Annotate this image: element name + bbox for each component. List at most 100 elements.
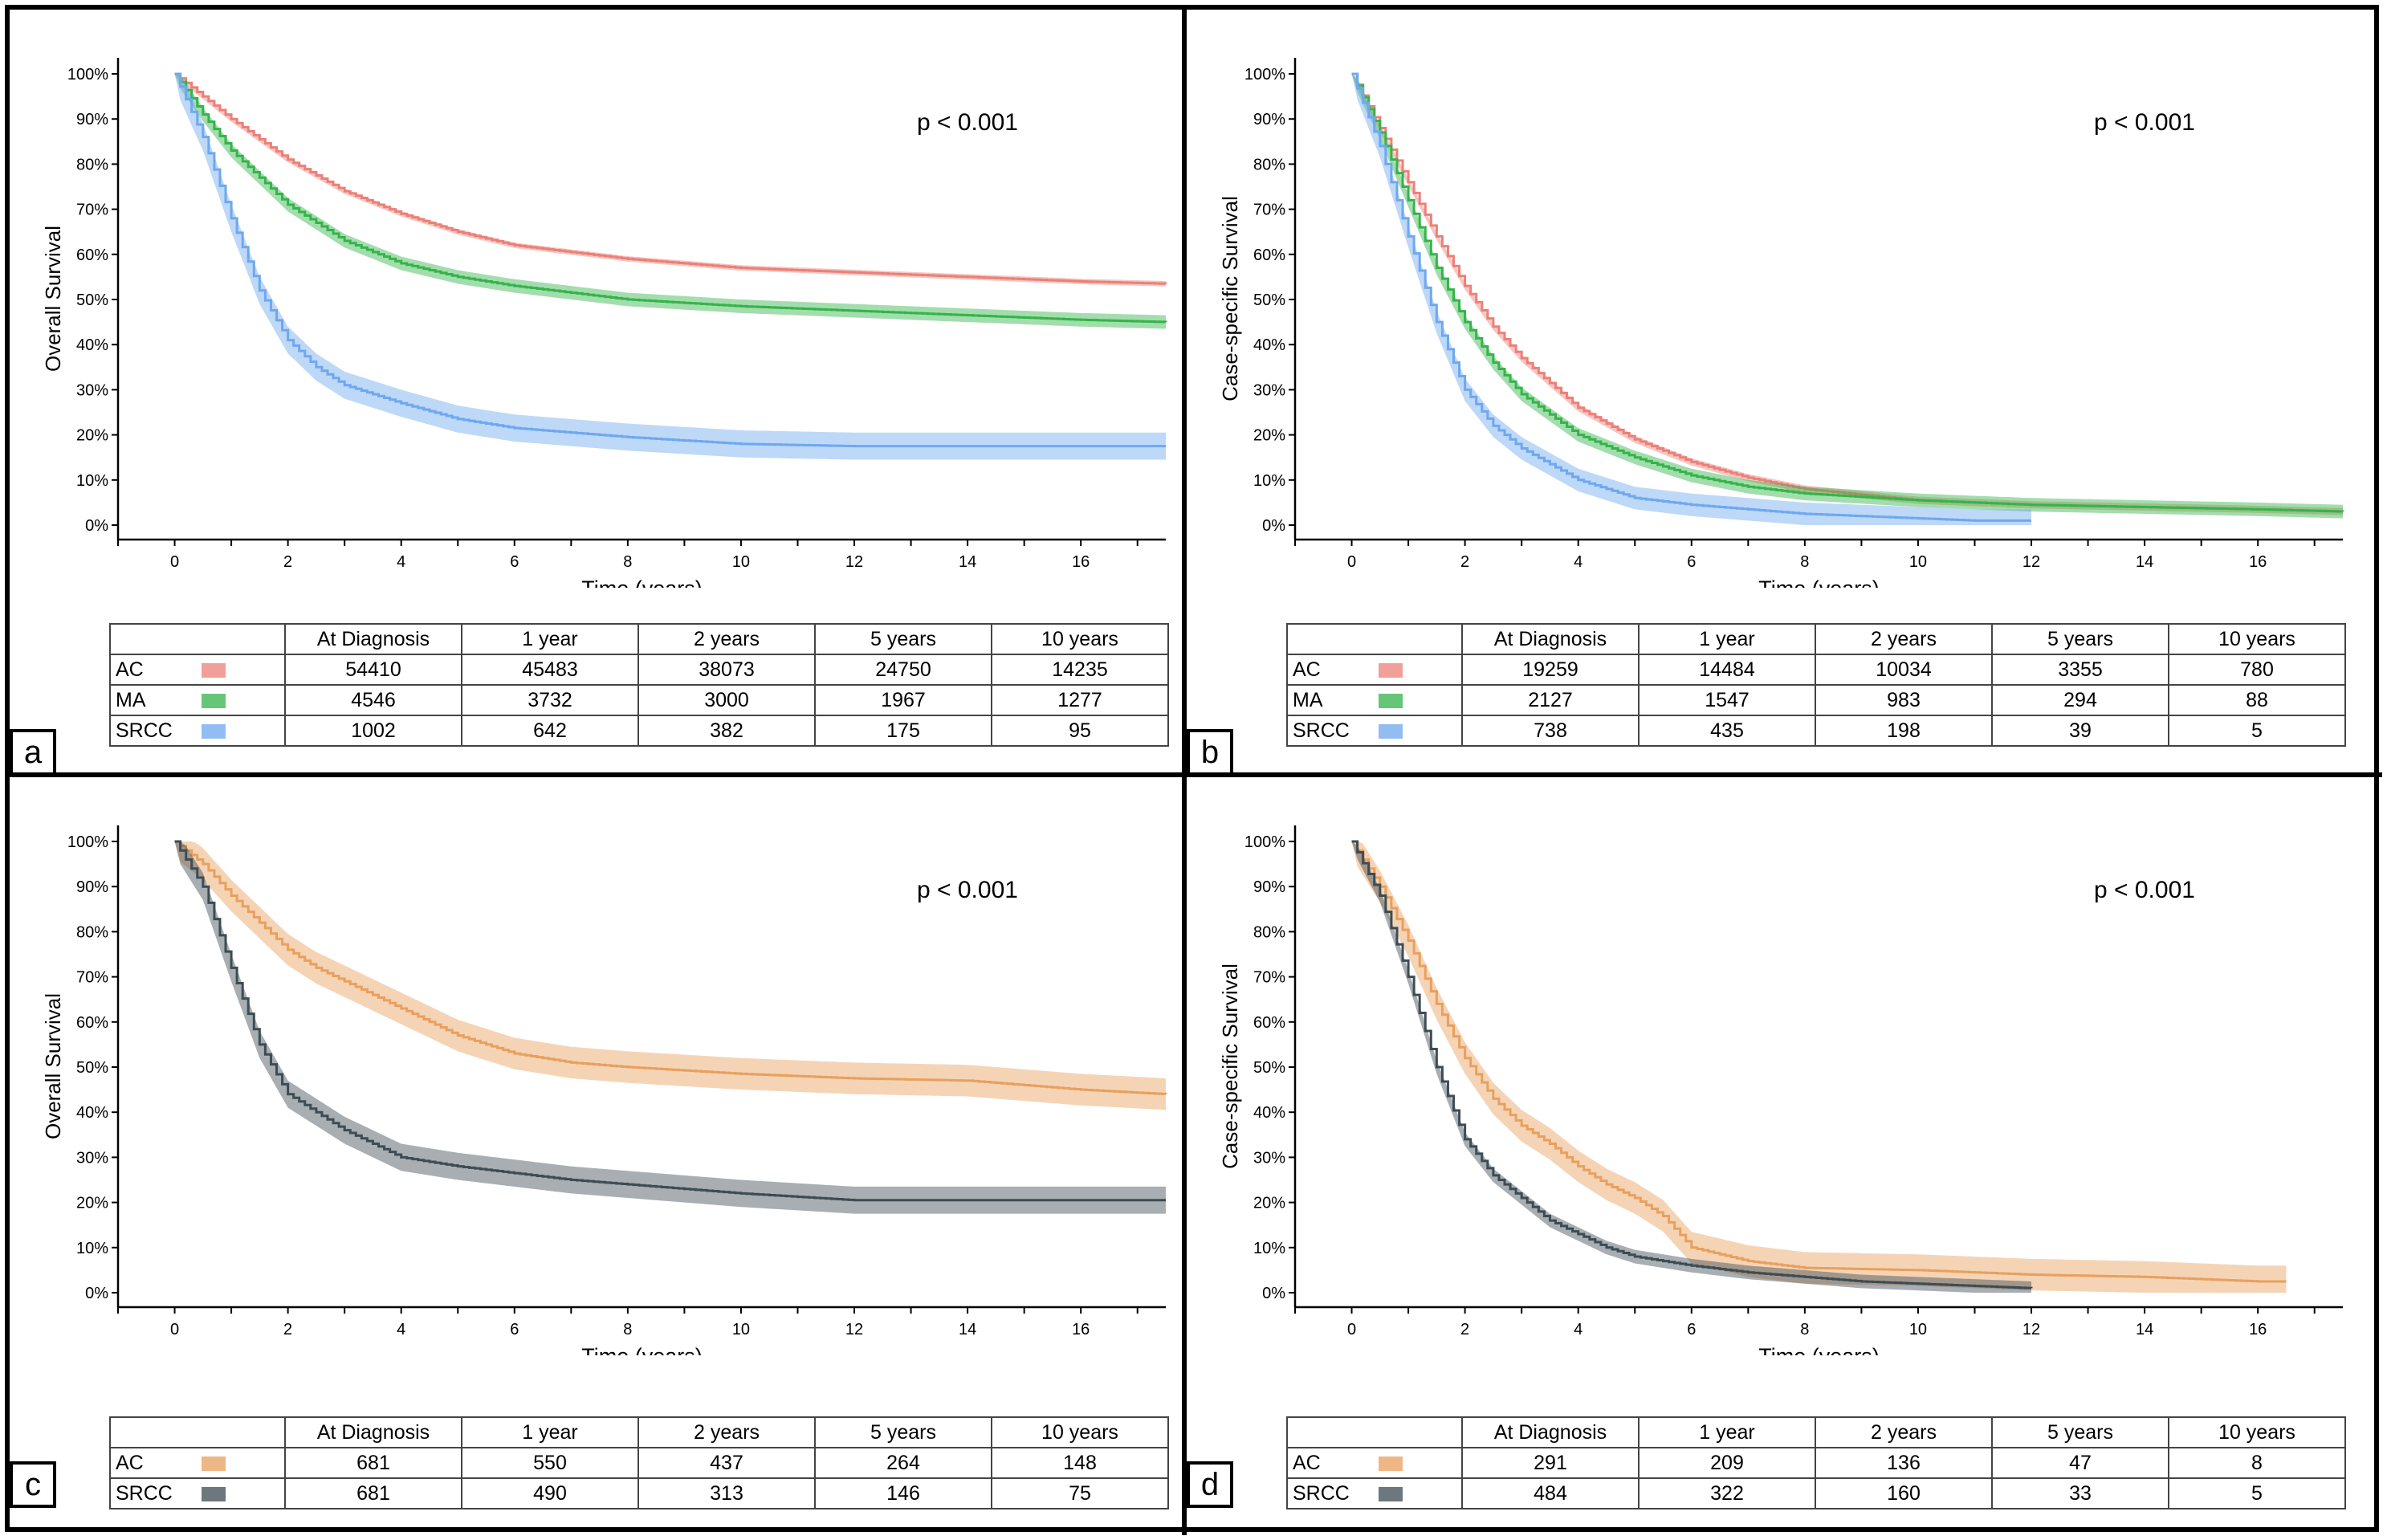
table-header: 5 years bbox=[1991, 623, 2169, 655]
x-tick-label: 2 bbox=[1460, 1321, 1469, 1338]
x-tick-label: 8 bbox=[1800, 553, 1809, 571]
x-tick-label: 10 bbox=[732, 1321, 750, 1338]
series-line-srcc bbox=[1351, 840, 2033, 1289]
series-line-ac bbox=[174, 72, 1167, 285]
series-line-ma bbox=[174, 72, 1167, 324]
y-tick-label: 80% bbox=[76, 923, 108, 941]
ci-band-srcc bbox=[1351, 841, 2032, 1293]
table-cell: 681 bbox=[284, 1477, 462, 1509]
legend-swatch bbox=[1379, 1456, 1403, 1471]
table-header: 1 year bbox=[461, 1416, 639, 1448]
y-tick-label: 40% bbox=[1253, 1104, 1285, 1122]
y-tick-label: 70% bbox=[1253, 969, 1285, 987]
y-tick-label: 10% bbox=[1253, 472, 1285, 490]
table-cell: 75 bbox=[991, 1477, 1169, 1509]
table-header: 10 years bbox=[991, 1416, 1169, 1448]
table-cell: 95 bbox=[991, 715, 1169, 747]
table-cell: 146 bbox=[814, 1477, 992, 1509]
legend-swatch bbox=[202, 723, 226, 739]
y-tick-label: 50% bbox=[1253, 1059, 1285, 1077]
table-cell: 291 bbox=[1461, 1447, 1640, 1479]
table-cell: 160 bbox=[1815, 1477, 1993, 1509]
at-risk-table: At Diagnosis 1 year 2 years 5 years 10 years… bbox=[1286, 1416, 2346, 1509]
x-tick-label: 4 bbox=[397, 553, 405, 571]
km-chart-d: 0% 10% 20% 30% 40% 50% 60% 70% 80% 90% 100% 0 2 4 6 8 10… bbox=[1218, 825, 2343, 1355]
table-cell: 24750 bbox=[814, 654, 992, 686]
y-tick-label: 20% bbox=[1253, 1195, 1285, 1212]
legend-swatch-cell bbox=[198, 715, 286, 747]
table-cell: 209 bbox=[1638, 1447, 1816, 1479]
legend-swatch-cell bbox=[1375, 684, 1463, 716]
row-group-name: AC bbox=[1286, 1447, 1375, 1479]
x-tick-label: 14 bbox=[959, 1321, 976, 1338]
y-axis-label: Overall Survival bbox=[41, 993, 65, 1139]
x-tick-label: 10 bbox=[1909, 1321, 1927, 1338]
table-header: 2 years bbox=[1815, 623, 1993, 655]
panel-label-d: d bbox=[1187, 1461, 1233, 1508]
y-tick-label: 30% bbox=[76, 381, 108, 399]
p-value-text: p < 0.001 bbox=[917, 877, 1018, 903]
table-cell: 780 bbox=[2168, 654, 2346, 686]
y-tick-label: 100% bbox=[67, 66, 108, 84]
y-tick-label: 60% bbox=[76, 246, 108, 264]
y-tick-label: 30% bbox=[1253, 1149, 1285, 1167]
legend-swatch bbox=[202, 1486, 226, 1501]
x-tick-label: 0 bbox=[170, 1321, 179, 1338]
y-tick-label: 90% bbox=[1253, 878, 1285, 896]
table-row: MA 4546 3732 3000 1967 1277 bbox=[109, 684, 1169, 716]
row-group-name: SRCC bbox=[1286, 715, 1375, 747]
y-tick-label: 10% bbox=[76, 472, 108, 490]
table-cell: 1967 bbox=[814, 684, 992, 716]
table-cell: 5 bbox=[2168, 715, 2346, 747]
table-header: 5 years bbox=[1991, 1416, 2169, 1448]
y-axis-label: Case-specific Survival bbox=[1218, 196, 1242, 401]
y-tick-label: 70% bbox=[76, 969, 108, 987]
panel-b: 0% 10% 20% 30% 40% 50% 60% 70% 80% 90% 100% 0 2 4 6 8 10… bbox=[1187, 10, 2359, 776]
series-line-ac bbox=[1351, 72, 2344, 513]
table-corner bbox=[1375, 1416, 1463, 1448]
x-tick-label: 6 bbox=[1687, 1321, 1696, 1338]
table-cell: 45483 bbox=[461, 654, 639, 686]
x-axis-label: Time (years) bbox=[581, 1344, 703, 1355]
y-tick-label: 60% bbox=[76, 1014, 108, 1032]
table-cell: 382 bbox=[637, 715, 816, 747]
x-tick-label: 0 bbox=[1347, 1321, 1356, 1338]
y-tick-label: 70% bbox=[1253, 202, 1285, 219]
row-group-name: SRCC bbox=[1286, 1477, 1375, 1509]
panel-a: 0% 10% 20% 30% 40% 50% 60% 70% 80% 90% 100% 0 2 4 6 8 10… bbox=[10, 10, 1182, 776]
table-header: At Diagnosis bbox=[1461, 623, 1640, 655]
table-cell: 33 bbox=[1991, 1477, 2169, 1509]
x-tick-label: 2 bbox=[283, 1321, 292, 1338]
p-value-text: p < 0.001 bbox=[2094, 109, 2195, 136]
x-tick-label: 4 bbox=[1574, 553, 1583, 571]
km-chart-a: 0% 10% 20% 30% 40% 50% 60% 70% 80% 90% 100% 0 2 4 6 8 10… bbox=[41, 58, 1167, 588]
table-cell: 19259 bbox=[1461, 654, 1640, 686]
x-tick-label: 8 bbox=[1800, 1321, 1809, 1338]
table-cell: 14484 bbox=[1638, 654, 1816, 686]
row-group-name: AC bbox=[109, 654, 198, 686]
legend-swatch bbox=[202, 693, 226, 708]
row-group-name: MA bbox=[1286, 684, 1375, 716]
y-axis-label: Overall Survival bbox=[41, 226, 65, 372]
x-tick-label: 6 bbox=[510, 1321, 519, 1338]
y-tick-label: 80% bbox=[1253, 156, 1285, 173]
table-cell: 3732 bbox=[461, 684, 639, 716]
legend-swatch bbox=[1379, 662, 1403, 678]
x-tick-label: 16 bbox=[1072, 553, 1090, 571]
table-header: 10 years bbox=[991, 623, 1169, 655]
legend-swatch bbox=[1379, 693, 1403, 708]
table-cell: 5 bbox=[2168, 1477, 2346, 1509]
table-header: At Diagnosis bbox=[284, 1416, 462, 1448]
y-tick-label: 20% bbox=[76, 427, 108, 445]
panel-label-a: a bbox=[10, 729, 56, 776]
row-group-name: MA bbox=[109, 684, 198, 716]
x-tick-label: 12 bbox=[845, 553, 863, 571]
table-row: AC 54410 45483 38073 24750 14235 bbox=[109, 654, 1169, 686]
table-cell: 490 bbox=[461, 1477, 639, 1509]
km-chart-c: 0% 10% 20% 30% 40% 50% 60% 70% 80% 90% 100% 0 2 4 6 8 10… bbox=[41, 825, 1167, 1355]
ci-band-ma bbox=[174, 74, 1167, 329]
y-tick-label: 50% bbox=[1253, 291, 1285, 309]
table-corner bbox=[198, 1416, 286, 1448]
table-corner bbox=[109, 623, 198, 655]
x-tick-label: 14 bbox=[959, 553, 976, 571]
